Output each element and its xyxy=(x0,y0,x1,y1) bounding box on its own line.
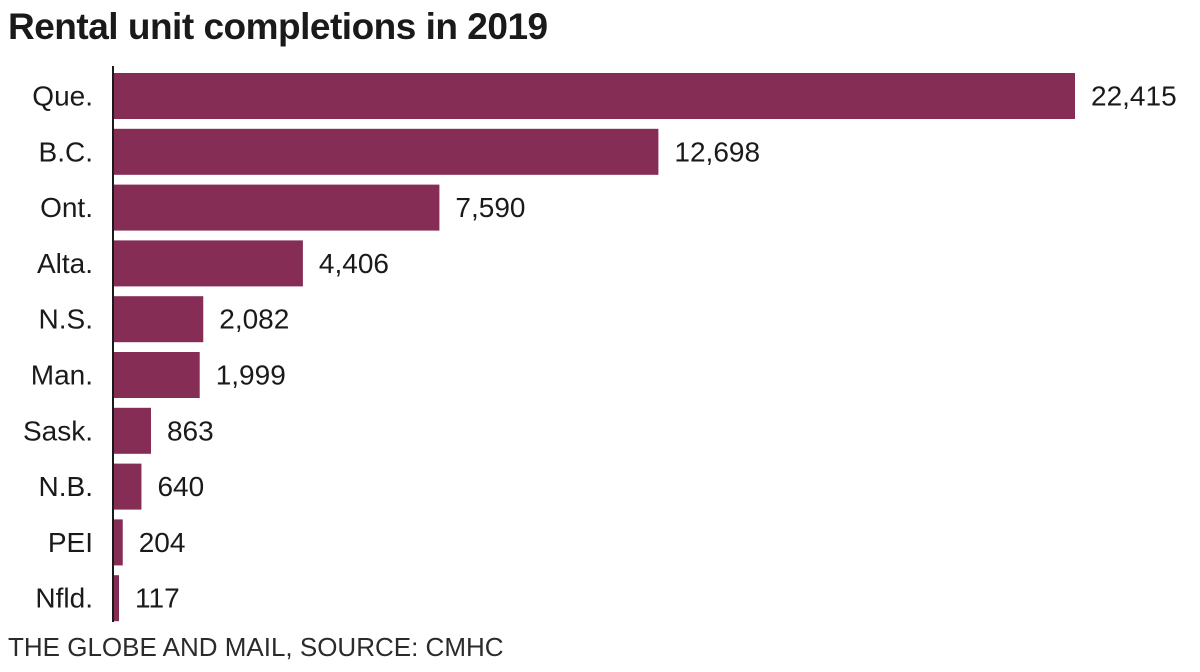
category-label-8: PEI xyxy=(48,527,93,558)
value-label-4: 2,082 xyxy=(219,304,289,335)
bar-7 xyxy=(114,463,142,510)
bar-2 xyxy=(114,184,440,231)
value-label-9: 117 xyxy=(135,583,180,614)
category-label-9: Nfld. xyxy=(35,583,93,614)
category-label-5: Man. xyxy=(31,360,93,391)
value-label-0: 22,415 xyxy=(1091,81,1177,112)
bar-5 xyxy=(114,352,200,398)
category-label-3: Alta. xyxy=(37,248,93,279)
bar-3 xyxy=(114,240,303,287)
value-label-6: 863 xyxy=(167,415,214,446)
category-label-4: N.S. xyxy=(39,304,93,335)
bar-6 xyxy=(114,407,151,454)
category-label-2: Ont. xyxy=(40,192,93,223)
bar-9 xyxy=(114,575,120,622)
bar-0 xyxy=(114,73,1075,119)
bar-4 xyxy=(114,296,204,343)
category-label-6: Sask. xyxy=(23,415,93,446)
bar-1 xyxy=(114,128,659,175)
category-label-7: N.B. xyxy=(39,471,93,502)
value-label-2: 7,590 xyxy=(455,192,525,223)
value-label-5: 1,999 xyxy=(216,360,286,391)
value-label-7: 640 xyxy=(157,471,204,502)
category-label-0: Que. xyxy=(32,81,93,112)
bar-8 xyxy=(114,519,123,566)
source-credit: THE GLOBE AND MAIL, SOURCE: CMHC xyxy=(8,632,504,662)
value-label-3: 4,406 xyxy=(319,248,389,279)
value-label-8: 204 xyxy=(139,527,186,558)
chart-title: Rental unit completions in 2019 xyxy=(8,6,548,47)
category-label-1: B.C. xyxy=(39,136,93,167)
value-label-1: 12,698 xyxy=(674,136,760,167)
